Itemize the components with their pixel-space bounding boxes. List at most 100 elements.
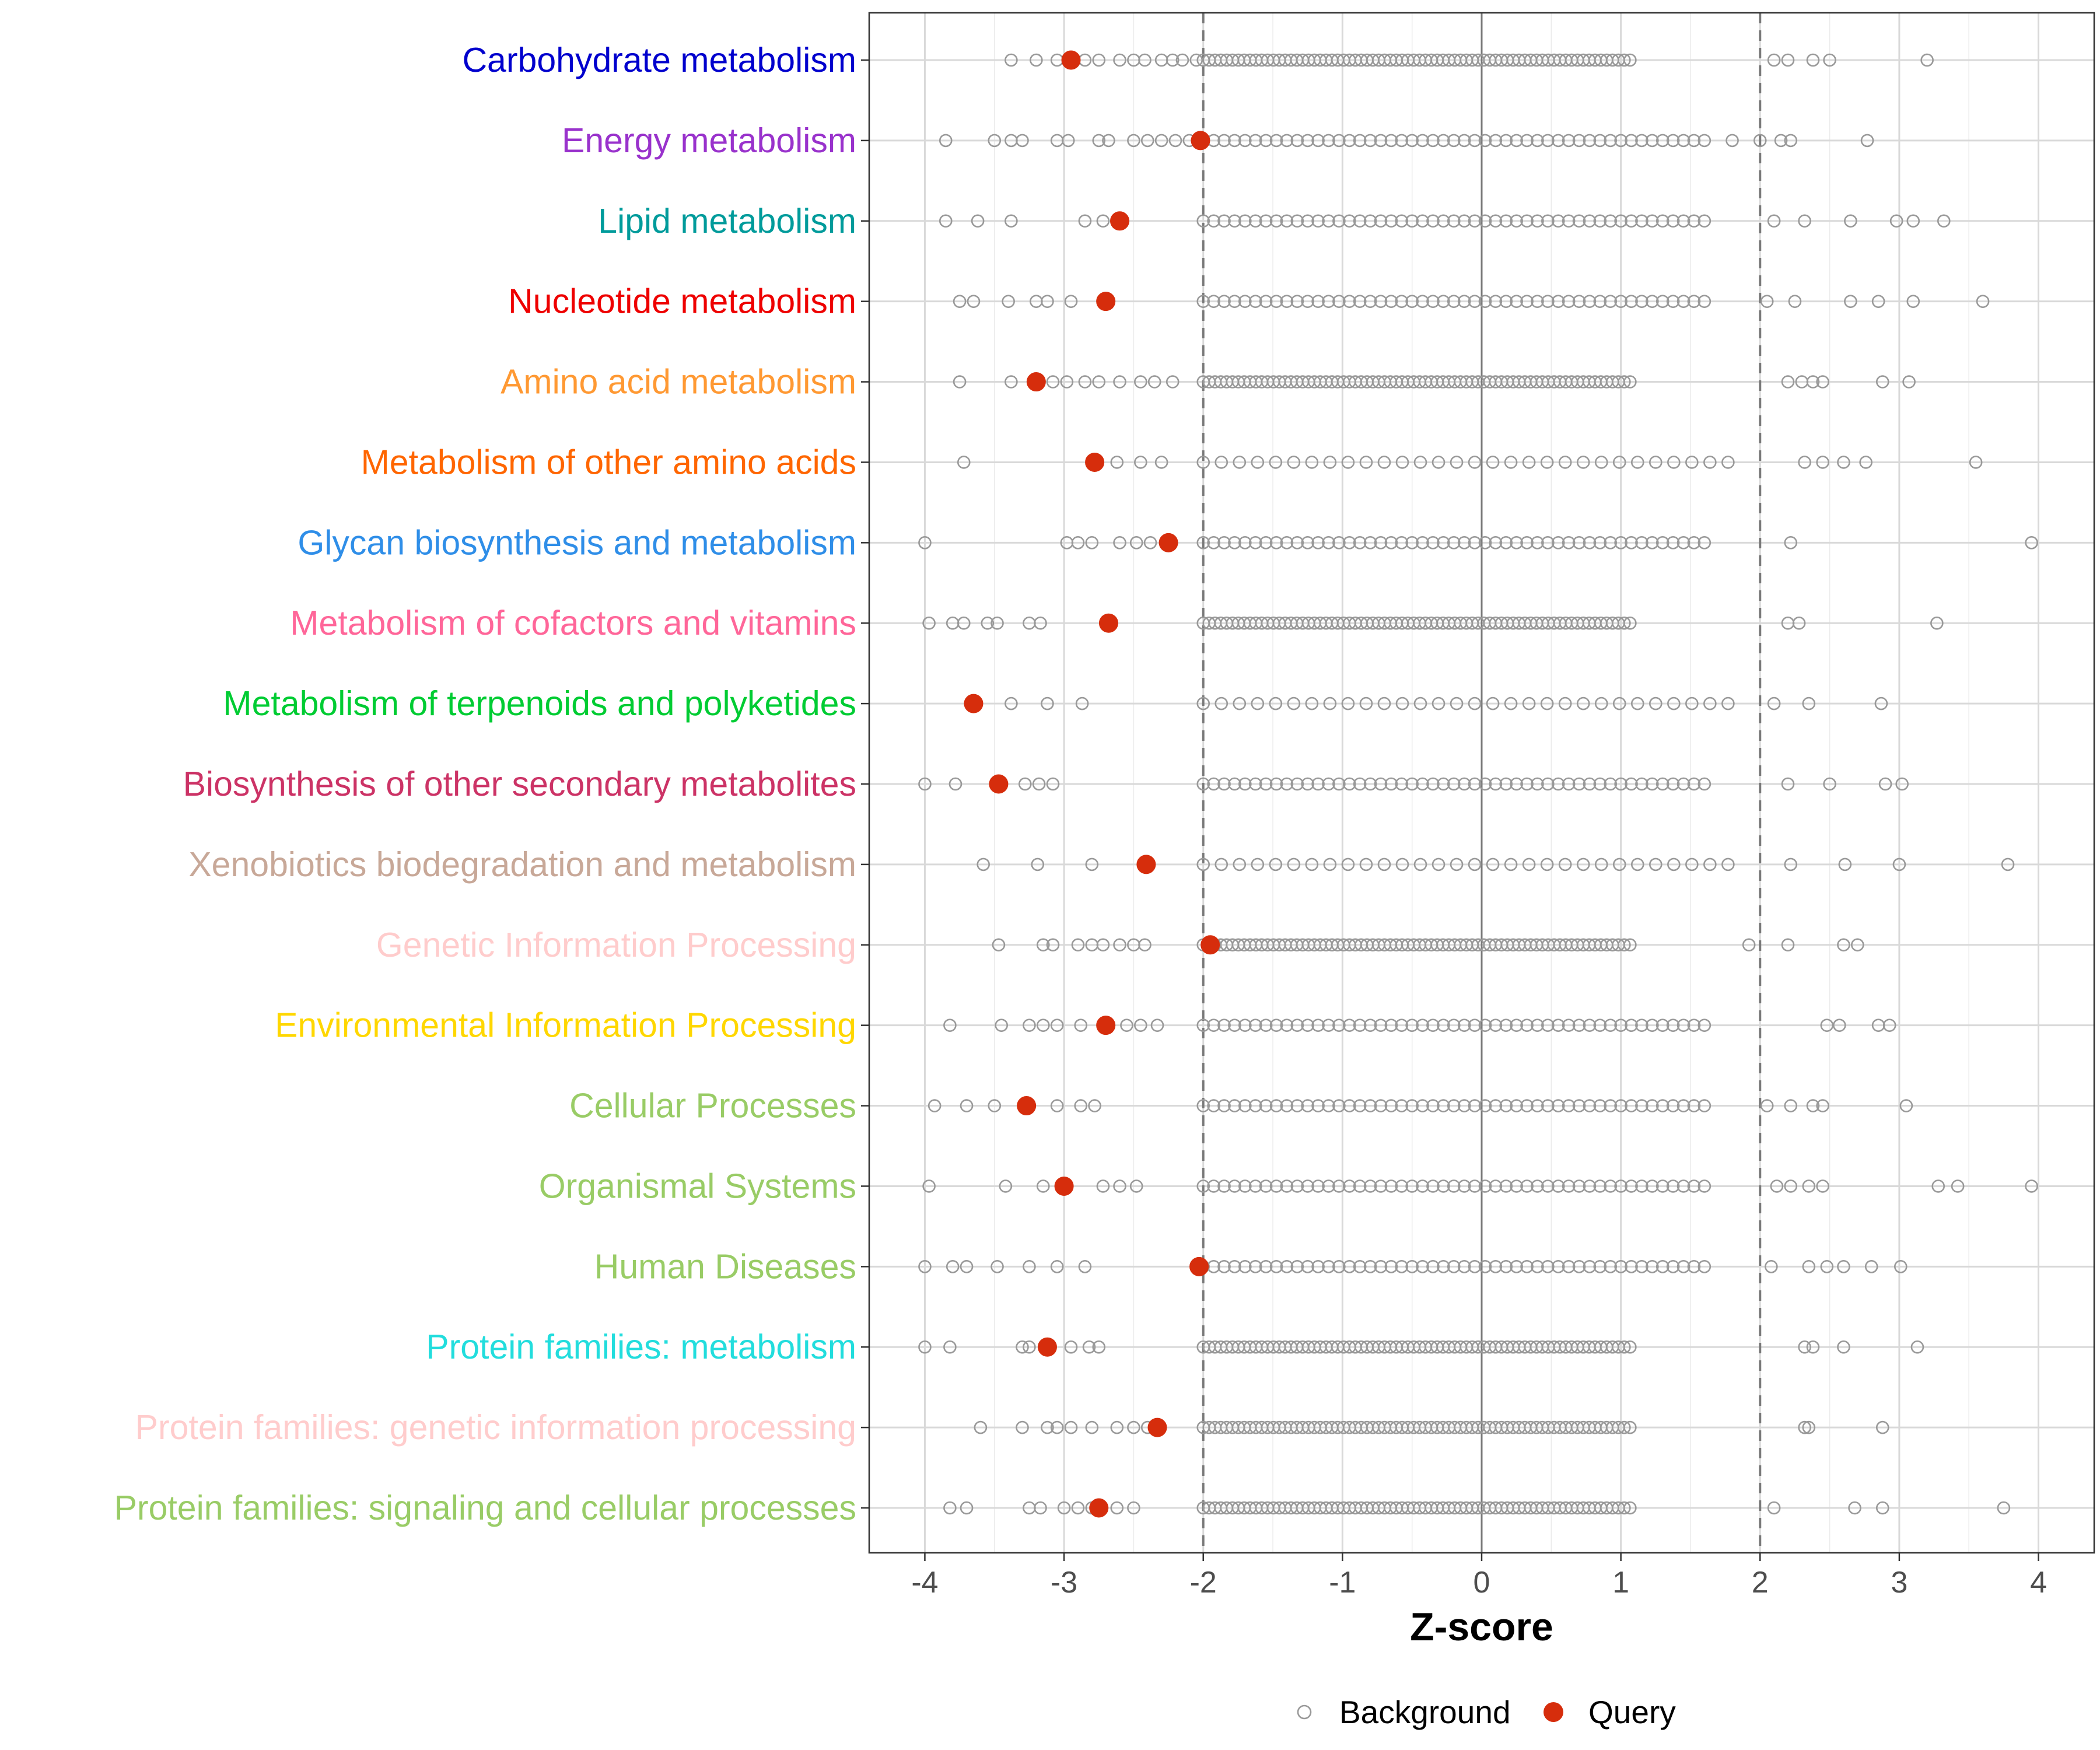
background-point [1798, 214, 1811, 228]
background-point [1311, 1260, 1325, 1273]
background-point [1280, 777, 1294, 791]
background-point [1050, 1260, 1064, 1273]
background-point [1486, 456, 1500, 469]
background-point [1353, 1180, 1367, 1193]
background-point [1802, 696, 1816, 710]
background-point [1269, 858, 1283, 872]
background-point [1551, 134, 1565, 148]
background-point [1612, 456, 1626, 469]
background-point [960, 1260, 974, 1273]
background-point [1594, 456, 1608, 469]
background-point [1976, 295, 1990, 308]
background-point [1784, 1099, 1798, 1112]
background-point [1207, 1099, 1220, 1112]
background-point [1510, 295, 1523, 308]
background-point [1767, 53, 1781, 67]
background-point [1894, 1260, 1908, 1273]
background-point [1196, 1019, 1210, 1032]
category-label: Metabolism of cofactors and vitamins [290, 604, 856, 642]
background-point [1301, 1180, 1315, 1193]
background-point [1489, 134, 1503, 148]
background-point [1457, 1099, 1471, 1112]
background-point [1902, 375, 1916, 388]
background-point [1623, 1501, 1637, 1515]
background-point [1322, 1260, 1335, 1273]
background-point [1910, 1340, 1924, 1354]
background-point [1899, 1099, 1913, 1112]
background-point [1816, 375, 1829, 388]
background-point [1005, 375, 1018, 388]
background-point [1625, 214, 1638, 228]
background-point [1214, 696, 1228, 710]
background-point [1457, 1180, 1471, 1193]
background-point [1426, 1260, 1440, 1273]
background-point [1687, 536, 1701, 550]
background-point [1798, 1340, 1811, 1354]
background-point [1353, 777, 1367, 791]
background-point [1860, 134, 1874, 148]
background-point [1510, 1019, 1523, 1032]
background-point [1238, 1180, 1252, 1193]
background-point [1301, 134, 1315, 148]
background-point [1290, 295, 1304, 308]
background-point [1478, 1099, 1492, 1112]
background-point [1384, 1180, 1398, 1193]
background-point [1614, 1099, 1628, 1112]
background-point [1269, 456, 1283, 469]
legend-background-key [1297, 1704, 1312, 1720]
background-point [1374, 1260, 1388, 1273]
background-point [1540, 456, 1554, 469]
background-point [1154, 134, 1168, 148]
background-point [1259, 777, 1273, 791]
background-points [918, 53, 2038, 1515]
background-point [939, 134, 953, 148]
background-point [1016, 1420, 1029, 1434]
background-point [1646, 214, 1659, 228]
background-point [1002, 295, 1015, 308]
background-point [1405, 134, 1419, 148]
background-point [1646, 1260, 1659, 1273]
background-point [922, 1180, 936, 1193]
background-point [1572, 1019, 1586, 1032]
category-label: Environmental Information Processing [275, 1006, 856, 1045]
category-label: Human Diseases [594, 1247, 856, 1286]
background-point [1837, 1260, 1850, 1273]
background-point [1353, 1099, 1367, 1112]
background-point [1395, 1180, 1409, 1193]
background-point [1767, 1501, 1781, 1515]
background-point [1656, 1099, 1670, 1112]
background-point [1363, 134, 1377, 148]
x-axis-title: Z-score [1410, 1605, 1553, 1649]
background-point [1175, 53, 1189, 67]
background-point [1384, 214, 1398, 228]
background-point [1377, 696, 1391, 710]
background-point [1113, 375, 1126, 388]
background-point [1792, 616, 1806, 630]
background-point [1572, 777, 1586, 791]
background-point [1413, 696, 1427, 710]
background-point [1457, 1260, 1471, 1273]
background-point [1593, 295, 1607, 308]
background-point [1447, 777, 1461, 791]
background-point [1489, 1019, 1503, 1032]
query-point [1189, 1256, 1209, 1276]
background-point [1280, 214, 1294, 228]
background-point [1604, 1180, 1618, 1193]
background-point [1384, 295, 1398, 308]
background-point [1269, 777, 1283, 791]
background-point [1625, 1260, 1638, 1273]
background-point [1806, 1340, 1820, 1354]
background-point [1064, 1420, 1078, 1434]
background-point [1147, 375, 1161, 388]
background-point [1531, 1099, 1544, 1112]
background-point [1784, 134, 1798, 148]
background-point [1287, 696, 1301, 710]
background-point [1359, 858, 1373, 872]
background-point [1395, 134, 1409, 148]
background-point [1280, 295, 1294, 308]
background-point [1666, 1099, 1680, 1112]
background-point [1168, 134, 1182, 148]
background-point [1096, 214, 1110, 228]
background-point [1625, 1019, 1638, 1032]
background-point [1698, 1180, 1712, 1193]
